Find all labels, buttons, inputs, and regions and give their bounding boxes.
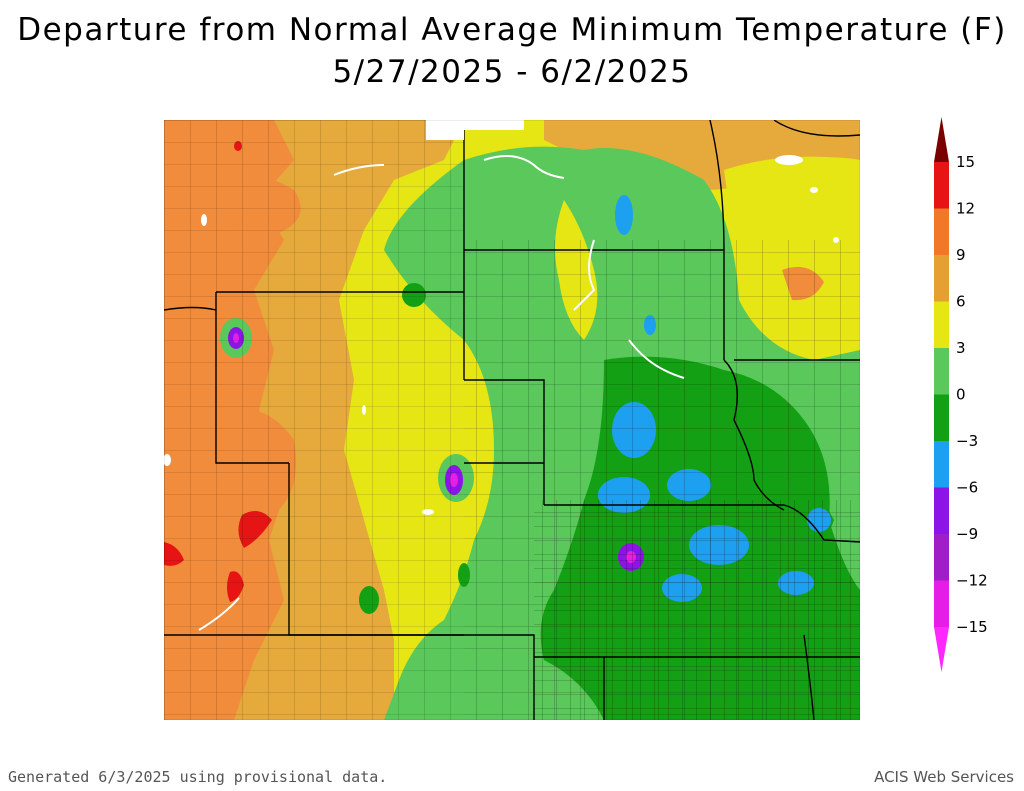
water-features [164,120,839,631]
county-lines-west [164,120,464,720]
footer-source: ACIS Web Services [874,768,1014,786]
legend-swatch [934,208,949,255]
legend-tick-label: −12 [956,572,988,590]
legend-tick-label: 6 [956,293,966,311]
legend-swatch [934,487,949,534]
temperature-departure-map [164,120,860,720]
color-legend: 15 12 9 6 3 0 −3 −6 −9 −12 −15 [934,117,988,672]
legend-tick-label: −9 [956,525,978,543]
legend-swatch [934,301,949,348]
legend-bottom-cap [934,627,949,672]
legend-swatch [934,534,949,581]
legend-swatch [934,255,949,302]
legend-swatch [934,580,949,627]
map-title: Departure from Normal Average Minimum Te… [17,12,1007,48]
legend-swatch [934,162,949,209]
county-lines-southeast [534,500,860,720]
legend-tick-label: 15 [956,153,975,171]
legend-swatch [934,441,949,488]
legend-swatch [934,348,949,395]
legend-tick-label: −6 [956,479,978,497]
legend-tick-label: 9 [956,246,966,264]
footer-generated-note: Generated 6/3/2025 using provisional dat… [8,768,388,786]
state-boundaries [164,120,860,720]
legend-tick-label: −15 [956,618,988,636]
legend-top-cap [934,117,949,162]
legend-swatch [934,394,949,441]
map-date-range: 5/27/2025 - 6/2/2025 [332,54,692,90]
legend-tick-label: 0 [956,386,966,404]
cold-spot-blue-8 [615,195,633,235]
legend-tick-label: 3 [956,339,966,357]
legend-tick-label: −3 [956,432,978,450]
legend-tick-label: 12 [956,200,975,218]
